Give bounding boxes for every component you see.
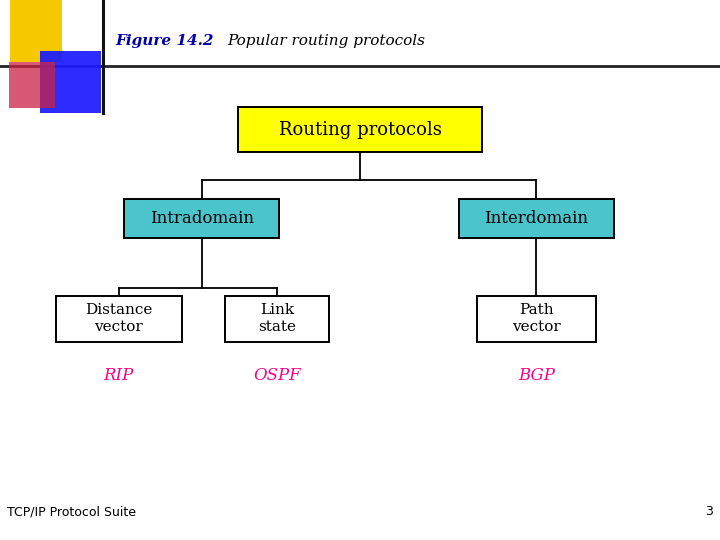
Text: OSPF: OSPF [253,367,301,384]
Text: Distance
vector: Distance vector [85,303,153,334]
Bar [238,107,482,152]
Text: TCP/IP Protocol Suite: TCP/IP Protocol Suite [7,505,136,518]
Bar [477,296,596,342]
Text: 3: 3 [705,505,713,518]
Text: Link
state: Link state [258,303,296,334]
Text: Figure 14.2: Figure 14.2 [115,34,214,48]
Bar [125,199,279,238]
Bar [40,51,101,113]
Bar [10,0,62,62]
Bar [56,296,181,342]
Text: Path
vector: Path vector [512,303,561,334]
Text: Routing protocols: Routing protocols [279,120,441,139]
Bar [9,62,55,108]
Bar [225,296,329,342]
Text: BGP: BGP [518,367,555,384]
Text: Popular routing protocols: Popular routing protocols [227,34,425,48]
Text: Interdomain: Interdomain [485,210,588,227]
Bar [459,199,613,238]
Text: Intradomain: Intradomain [150,210,253,227]
Text: RIP: RIP [104,367,134,384]
